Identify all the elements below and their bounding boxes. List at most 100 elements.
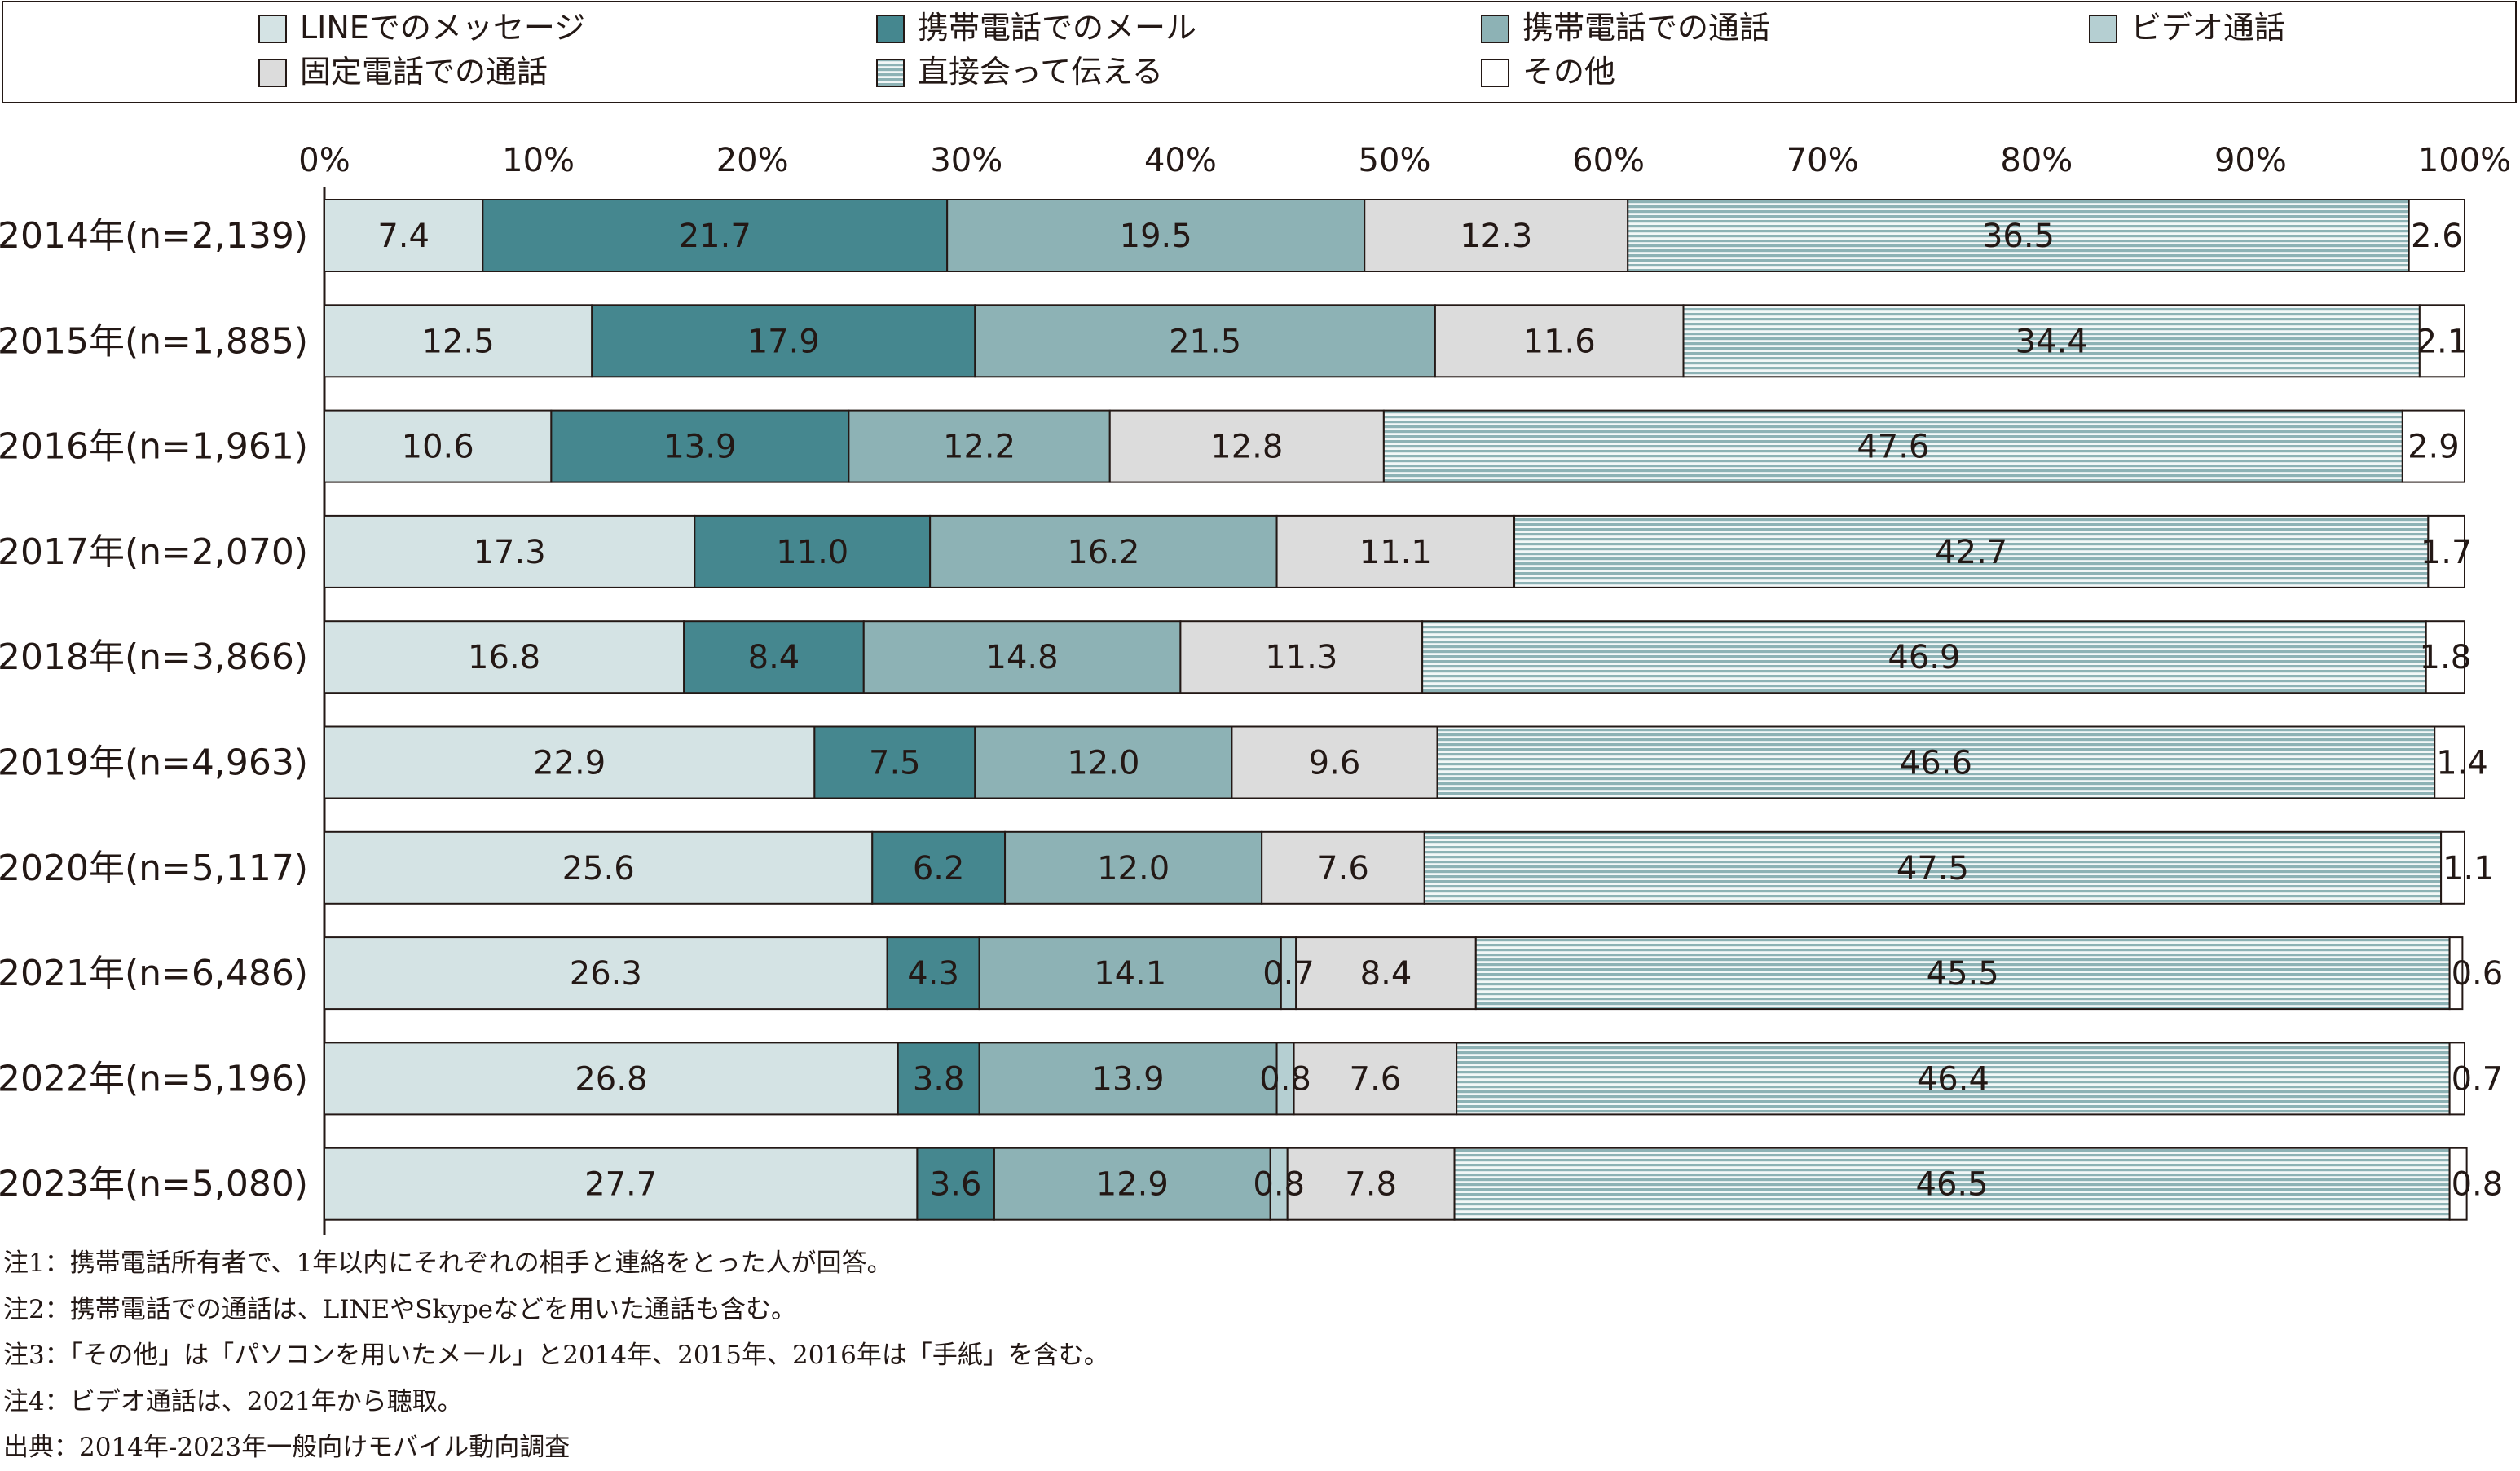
data-label: 4.3 bbox=[907, 955, 959, 993]
bar-segment bbox=[324, 725, 816, 799]
data-label: 21.7 bbox=[679, 218, 751, 255]
category-label: 2023年(n=5,080) bbox=[0, 1164, 308, 1205]
x-tick-label: 30% bbox=[930, 142, 1002, 179]
x-tick-label: 100% bbox=[2418, 142, 2511, 179]
x-axis: 0% 10% 20% 30% 40% 50% 60% 70% 80% 90% 100% bbox=[298, 142, 2511, 1235]
bar-segment bbox=[550, 409, 850, 483]
data-label: 47.6 bbox=[1857, 429, 1929, 466]
category-label: 2017年(n=2,070) bbox=[0, 531, 308, 573]
bar-segment bbox=[1275, 514, 1516, 588]
bar-segment bbox=[591, 304, 976, 378]
bar-segment bbox=[1286, 1147, 1456, 1221]
legend-label: その他 bbox=[1522, 54, 1615, 90]
legend-swatch bbox=[2089, 15, 2117, 43]
x-tick-label: 90% bbox=[2214, 142, 2287, 179]
category-label: 2016年(n=1,961) bbox=[0, 426, 308, 468]
data-label: 1.4 bbox=[2436, 745, 2488, 782]
bar-segment bbox=[2418, 304, 2466, 378]
bar-segment bbox=[1179, 620, 1424, 694]
note-1: 注1：携帯電話所有者で、1年以内にそれぞれの相手と連絡をとった人が回答。 bbox=[3, 1249, 892, 1278]
bar-segment bbox=[2408, 199, 2466, 272]
note-3: 注3：「その他」は「パソコンを用いたメール」と2014年、2015年、2016年… bbox=[3, 1341, 1109, 1370]
data-label: 2.1 bbox=[2416, 323, 2469, 360]
legend-label: 携帯電話でのメール bbox=[918, 10, 1196, 46]
plot-area: 2014年(n=2,139) 7.4 21.7 19.5 12.3 36.5 2.6 2015… bbox=[0, 199, 2504, 1221]
data-label: 11.3 bbox=[1265, 639, 1337, 676]
bar-segment bbox=[2448, 1042, 2465, 1116]
data-label: 26.3 bbox=[570, 955, 642, 993]
bar-segment bbox=[324, 409, 553, 483]
data-label: 12.9 bbox=[1096, 1166, 1169, 1204]
category-label: 2020年(n=5,117) bbox=[0, 848, 308, 889]
bar-segment bbox=[1382, 409, 2403, 483]
data-label: 25.6 bbox=[562, 850, 635, 887]
footnotes: 注1：携帯電話所有者で、1年以内にそれぞれの相手と連絡をとった人が回答。 注2：… bbox=[3, 1240, 2513, 1471]
bar-segment bbox=[871, 830, 1007, 905]
data-label: 46.5 bbox=[1916, 1166, 1989, 1204]
x-tick-label: 80% bbox=[2000, 142, 2073, 179]
data-label: 16.2 bbox=[1067, 534, 1139, 571]
data-label: 12.0 bbox=[1067, 745, 1139, 782]
bar-segment bbox=[1364, 199, 1629, 272]
data-label: 11.0 bbox=[776, 534, 848, 571]
data-label: 0.7 bbox=[2452, 1060, 2504, 1098]
bar-segment bbox=[862, 620, 1182, 694]
data-label: 46.4 bbox=[1917, 1060, 1989, 1098]
data-label: 1.7 bbox=[2421, 534, 2473, 571]
bar-segment bbox=[324, 199, 484, 272]
category-label: 2022年(n=5,196) bbox=[0, 1058, 308, 1099]
data-label: 1.1 bbox=[2443, 850, 2495, 887]
stacked-bar-chart: LINEでのメッセージ 携帯電話でのメール 携帯電話での通話 ビデオ通話固定電話での通… bbox=[0, 1, 2517, 1235]
note-4: 注4：ビデオ通話は、2021年から聴取。 bbox=[3, 1386, 463, 1416]
bar-segment bbox=[324, 830, 874, 905]
data-label: 9.6 bbox=[1309, 745, 1361, 782]
legend-swatch bbox=[1481, 15, 1509, 43]
data-label: 12.0 bbox=[1097, 850, 1170, 887]
data-label: 17.9 bbox=[747, 323, 820, 360]
data-label: 13.9 bbox=[663, 429, 736, 466]
data-label: 14.8 bbox=[986, 639, 1059, 676]
bar-segment bbox=[974, 304, 1436, 378]
bar-segment bbox=[2434, 725, 2466, 799]
bar-segment bbox=[324, 620, 685, 694]
legend-label: 直接会って伝える bbox=[918, 54, 1163, 90]
bar-segment bbox=[1423, 830, 2443, 905]
data-label: 11.6 bbox=[1523, 323, 1596, 360]
bar-segment bbox=[897, 1042, 980, 1116]
bar-segment bbox=[683, 620, 865, 694]
data-label: 27.7 bbox=[584, 1166, 657, 1204]
data-label: 26.8 bbox=[575, 1060, 647, 1098]
data-label: 36.5 bbox=[1982, 218, 2055, 255]
data-label: 3.8 bbox=[913, 1060, 965, 1098]
data-label: 46.9 bbox=[1888, 639, 1960, 676]
bar-segment bbox=[2448, 1147, 2468, 1221]
legend-swatch bbox=[876, 15, 905, 43]
category-label: 2015年(n=1,885) bbox=[0, 320, 308, 362]
bar-segment bbox=[694, 514, 932, 588]
data-label: 0.8 bbox=[2452, 1166, 2504, 1204]
bar-segment bbox=[1513, 514, 2430, 588]
bar-segment bbox=[1004, 830, 1263, 905]
data-label: 0.8 bbox=[1253, 1166, 1305, 1204]
bar-segment bbox=[324, 304, 593, 378]
data-label: 7.6 bbox=[1350, 1060, 1402, 1098]
bar-segment bbox=[1261, 830, 1425, 905]
data-label: 10.6 bbox=[402, 429, 474, 466]
bar-segment bbox=[886, 936, 980, 1011]
data-label: 11.1 bbox=[1359, 534, 1432, 571]
x-tick-label: 60% bbox=[1572, 142, 1645, 179]
bar-segment bbox=[1474, 936, 2451, 1011]
bar-segment bbox=[916, 1147, 995, 1221]
data-label: 12.5 bbox=[422, 323, 495, 360]
data-label: 0.6 bbox=[2452, 955, 2504, 993]
data-label: 7.8 bbox=[1345, 1166, 1397, 1204]
data-label: 2.6 bbox=[2411, 218, 2463, 255]
data-label: 47.5 bbox=[1897, 850, 1969, 887]
data-label: 13.9 bbox=[1092, 1060, 1165, 1098]
category-label: 2021年(n=6,486) bbox=[0, 953, 308, 994]
x-tick-label: 20% bbox=[716, 142, 789, 179]
bar-segment bbox=[2425, 620, 2465, 694]
legend-label: LINEでのメッセージ bbox=[300, 10, 585, 46]
bar-segment bbox=[482, 199, 949, 272]
note-2: 注2：携帯電話での通話は、LINEやSkypeなどを用いた通話も含む。 bbox=[3, 1294, 797, 1324]
